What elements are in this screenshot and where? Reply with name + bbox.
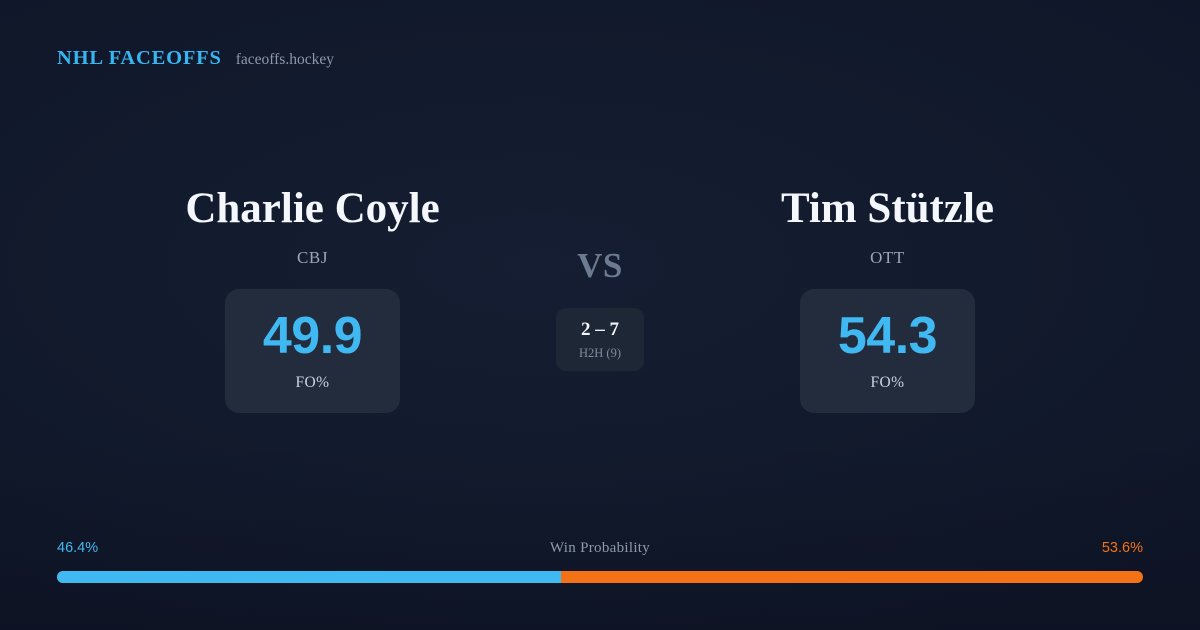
head-to-head-score: 2 – 7 — [581, 318, 619, 340]
win-probability-bar-home-fill — [57, 571, 561, 583]
stat-value-home: 49.9 — [262, 307, 363, 366]
stat-value-away: 54.3 — [837, 307, 938, 366]
player-team-home: CBJ — [296, 248, 329, 268]
win-probability-labels: 46.4% Win Probability 53.6% — [57, 540, 1143, 560]
win-probability-section: 46.4% Win Probability 53.6% — [57, 540, 1143, 583]
stat-label-away: FO% — [870, 374, 905, 392]
player-card-home: Charlie Coyle CBJ 49.9 FO% — [90, 185, 535, 414]
versus-label: VS — [577, 246, 623, 285]
player-name-away: Tim Stützle — [780, 185, 994, 232]
player-card-away: Tim Stützle OTT 54.3 FO% — [665, 185, 1110, 414]
player-name-home: Charlie Coyle — [185, 185, 440, 232]
stat-card-home: 49.9 FO% — [225, 289, 400, 414]
win-probability-title: Win Probability — [549, 540, 651, 556]
win-probability-home-value: 46.4% — [57, 540, 99, 556]
brand-domain: faceoffs.hockey — [235, 51, 334, 68]
head-to-head-label: H2H (9) — [578, 345, 621, 360]
stat-label-home: FO% — [295, 374, 330, 392]
matchup-section: Charlie Coyle CBJ 49.9 FO% VS 2 – 7 H2H … — [0, 185, 1200, 414]
stat-card-away: 54.3 FO% — [800, 289, 975, 414]
win-probability-bar — [57, 571, 1143, 583]
versus-column: VS 2 – 7 H2H (9) — [535, 186, 665, 371]
brand-title: NHL FACEOFFS — [57, 47, 222, 69]
site-header: NHL FACEOFFS faceoffs.hockey — [57, 47, 334, 70]
player-team-away: OTT — [870, 248, 905, 268]
win-probability-away-value: 53.6% — [1101, 540, 1143, 556]
head-to-head-card: 2 – 7 H2H (9) — [556, 308, 644, 371]
